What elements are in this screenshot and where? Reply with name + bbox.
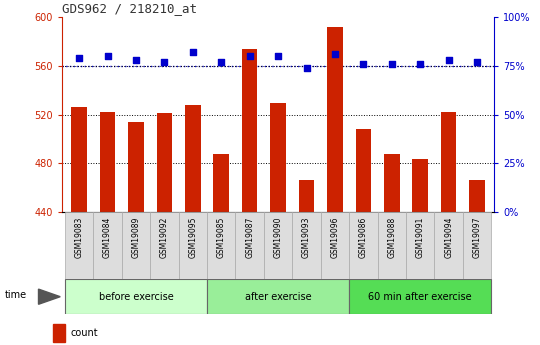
Bar bbox=[128, 122, 144, 345]
Bar bbox=[469, 180, 485, 345]
FancyBboxPatch shape bbox=[349, 279, 491, 314]
Text: GSM19088: GSM19088 bbox=[387, 217, 396, 258]
Text: GSM19089: GSM19089 bbox=[132, 217, 140, 258]
Bar bbox=[157, 114, 172, 345]
Bar bbox=[100, 112, 116, 345]
Point bbox=[132, 57, 140, 63]
Bar bbox=[53, 324, 65, 342]
Text: 60 min after exercise: 60 min after exercise bbox=[368, 292, 472, 302]
Bar bbox=[355, 129, 371, 345]
FancyBboxPatch shape bbox=[349, 212, 377, 279]
Text: GSM19091: GSM19091 bbox=[416, 217, 424, 258]
Text: GSM19093: GSM19093 bbox=[302, 217, 311, 258]
Bar bbox=[213, 154, 229, 345]
Bar bbox=[271, 102, 286, 345]
Point bbox=[444, 57, 453, 63]
FancyBboxPatch shape bbox=[463, 212, 491, 279]
Text: GSM19090: GSM19090 bbox=[274, 217, 282, 258]
Text: before exercise: before exercise bbox=[99, 292, 173, 302]
Point bbox=[274, 53, 282, 59]
Text: time: time bbox=[5, 290, 27, 300]
Text: count: count bbox=[70, 328, 98, 338]
Point bbox=[359, 61, 368, 67]
Text: after exercise: after exercise bbox=[245, 292, 312, 302]
Point bbox=[330, 51, 339, 57]
Text: GSM19083: GSM19083 bbox=[75, 217, 84, 258]
Text: GSM19085: GSM19085 bbox=[217, 217, 226, 258]
Text: GDS962 / 218210_at: GDS962 / 218210_at bbox=[62, 2, 197, 15]
Bar bbox=[71, 107, 87, 345]
Point bbox=[103, 53, 112, 59]
FancyBboxPatch shape bbox=[93, 212, 122, 279]
Text: GSM19096: GSM19096 bbox=[330, 217, 340, 258]
Point bbox=[302, 65, 311, 71]
FancyBboxPatch shape bbox=[207, 279, 349, 314]
Point bbox=[160, 59, 168, 65]
FancyBboxPatch shape bbox=[150, 212, 179, 279]
Text: GSM19084: GSM19084 bbox=[103, 217, 112, 258]
Text: GSM19097: GSM19097 bbox=[472, 217, 482, 258]
Text: GSM19086: GSM19086 bbox=[359, 217, 368, 258]
FancyBboxPatch shape bbox=[235, 212, 264, 279]
Point bbox=[217, 59, 226, 65]
Bar bbox=[413, 159, 428, 345]
Bar bbox=[185, 105, 201, 345]
FancyBboxPatch shape bbox=[122, 212, 150, 279]
FancyBboxPatch shape bbox=[65, 279, 207, 314]
FancyBboxPatch shape bbox=[264, 212, 292, 279]
FancyBboxPatch shape bbox=[377, 212, 406, 279]
Point bbox=[416, 61, 424, 67]
Point bbox=[188, 50, 197, 55]
Text: GSM19095: GSM19095 bbox=[188, 217, 197, 258]
Bar bbox=[384, 154, 400, 345]
Bar bbox=[299, 180, 314, 345]
FancyBboxPatch shape bbox=[207, 212, 235, 279]
FancyBboxPatch shape bbox=[406, 212, 434, 279]
Text: GSM19087: GSM19087 bbox=[245, 217, 254, 258]
Text: GSM19094: GSM19094 bbox=[444, 217, 453, 258]
FancyBboxPatch shape bbox=[179, 212, 207, 279]
FancyBboxPatch shape bbox=[65, 212, 93, 279]
FancyBboxPatch shape bbox=[434, 212, 463, 279]
Point bbox=[472, 59, 481, 65]
Polygon shape bbox=[38, 289, 60, 304]
Bar bbox=[242, 49, 258, 345]
FancyBboxPatch shape bbox=[321, 212, 349, 279]
Point bbox=[75, 56, 84, 61]
Text: GSM19092: GSM19092 bbox=[160, 217, 169, 258]
Point bbox=[388, 61, 396, 67]
Bar bbox=[441, 112, 456, 345]
Point bbox=[245, 53, 254, 59]
FancyBboxPatch shape bbox=[292, 212, 321, 279]
Bar bbox=[327, 27, 343, 345]
